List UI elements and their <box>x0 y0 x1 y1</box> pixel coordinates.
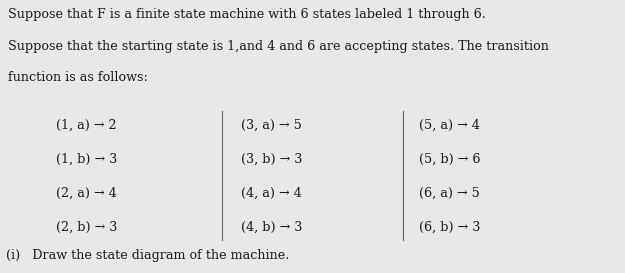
Text: (6, b) → 3: (6, b) → 3 <box>419 221 480 234</box>
Text: (i)   Draw the state diagram of the machine.: (i) Draw the state diagram of the machin… <box>6 249 289 262</box>
Text: (5, b) → 6: (5, b) → 6 <box>419 153 480 166</box>
Text: (1, a) → 2: (1, a) → 2 <box>56 119 117 132</box>
Text: (2, b) → 3: (2, b) → 3 <box>56 221 118 234</box>
Text: function is as follows:: function is as follows: <box>0 71 148 84</box>
Text: (4, b) → 3: (4, b) → 3 <box>241 221 302 234</box>
Text: (5, a) → 4: (5, a) → 4 <box>419 119 479 132</box>
Text: (3, b) → 3: (3, b) → 3 <box>241 153 302 166</box>
Text: (4, a) → 4: (4, a) → 4 <box>241 187 301 200</box>
Text: (6, a) → 5: (6, a) → 5 <box>419 187 479 200</box>
Text: Suppose that the starting state is 1,and 4 and 6 are accepting states. The trans: Suppose that the starting state is 1,and… <box>0 40 549 53</box>
Text: (2, a) → 4: (2, a) → 4 <box>56 187 117 200</box>
Text: (1, b) → 3: (1, b) → 3 <box>56 153 118 166</box>
Text: Suppose that F is a finite state machine with 6 states labeled 1 through 6.: Suppose that F is a finite state machine… <box>0 8 486 21</box>
Text: (3, a) → 5: (3, a) → 5 <box>241 119 301 132</box>
